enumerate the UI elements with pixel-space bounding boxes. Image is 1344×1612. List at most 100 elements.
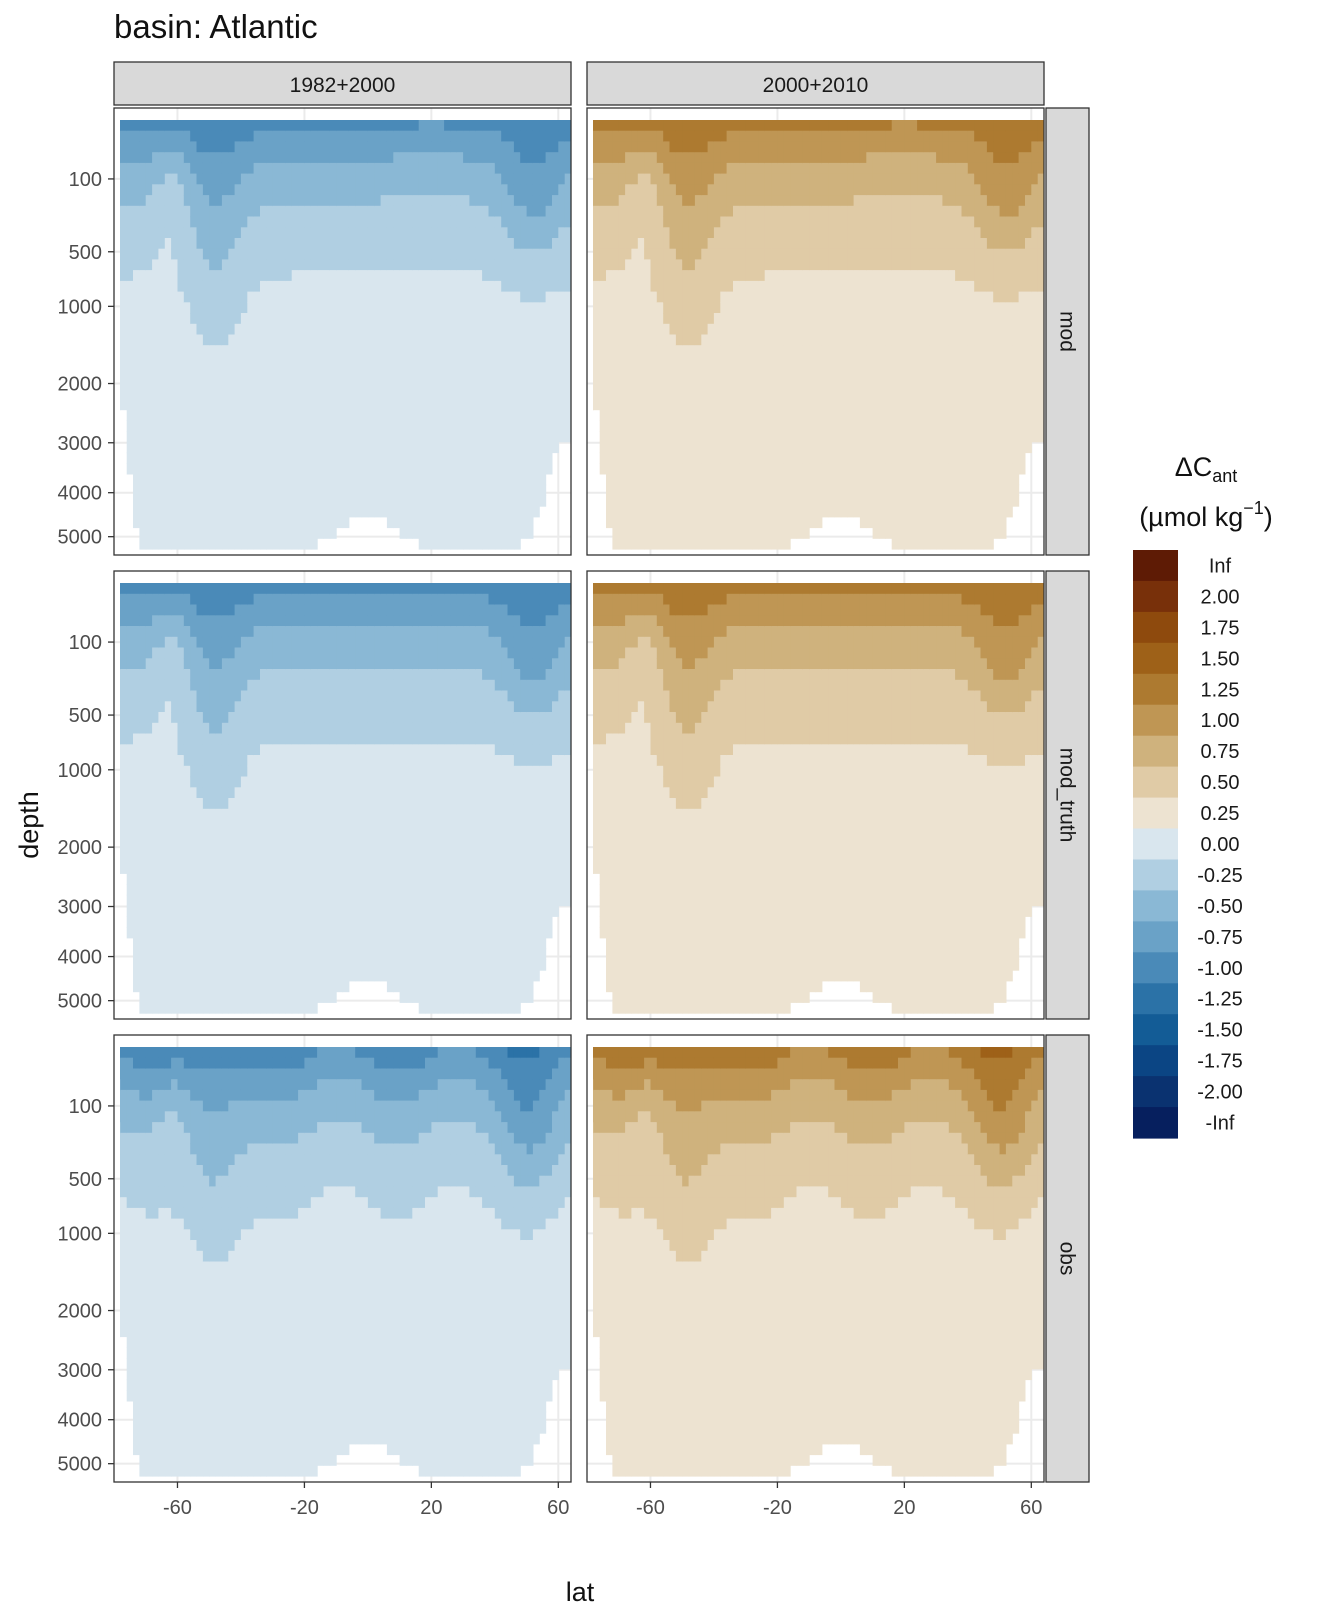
contour-cell — [752, 280, 759, 293]
contour-cell — [260, 313, 267, 325]
contour-cell — [910, 527, 918, 539]
contour-cell — [425, 216, 432, 228]
contour-cell — [221, 313, 229, 325]
contour-cell — [669, 484, 677, 496]
contour-cell — [329, 130, 337, 142]
contour-cell — [701, 291, 709, 303]
contour-cell — [783, 495, 791, 507]
contour-cell — [202, 409, 210, 421]
contour-cell — [253, 538, 261, 550]
contour-cell — [625, 216, 632, 228]
contour-cell — [177, 516, 185, 529]
contour-cell — [348, 377, 356, 389]
contour-cell — [380, 302, 388, 314]
contour-cell — [637, 227, 645, 239]
contour-cell — [158, 280, 166, 293]
contour-cell — [904, 506, 912, 518]
contour-cell — [323, 516, 331, 529]
contour-cell — [393, 248, 401, 260]
contour-cell — [196, 120, 204, 132]
contour-cell — [545, 366, 553, 378]
contour-cell — [139, 398, 147, 411]
contour-cell — [437, 238, 445, 250]
contour-cell — [482, 227, 489, 239]
contour-cell — [234, 195, 242, 207]
contour-cell — [663, 248, 671, 260]
contour-cell — [221, 152, 229, 164]
contour-cell — [764, 463, 772, 475]
contour-cell — [790, 195, 797, 207]
contour-cell — [513, 452, 521, 464]
contour-cell — [942, 313, 950, 325]
contour-cell — [418, 538, 426, 550]
contour-cell — [656, 248, 664, 260]
contour-cell — [501, 345, 509, 357]
contour-cell — [815, 162, 823, 175]
contour-cell — [171, 538, 178, 550]
contour-cell — [923, 141, 931, 153]
contour-cell — [682, 377, 690, 389]
contour-cell — [393, 270, 401, 282]
contour-cell — [380, 409, 388, 421]
contour-cell — [606, 495, 613, 507]
contour-cell — [298, 248, 305, 260]
contour-cell — [412, 377, 420, 389]
contour-cell — [802, 216, 810, 228]
contour-cell — [917, 184, 924, 196]
contour-cell — [386, 463, 394, 475]
contour-cell — [425, 130, 432, 142]
contour-cell — [234, 538, 242, 550]
contour-cell — [923, 238, 931, 250]
contour-cell — [374, 495, 382, 507]
contour-cell — [190, 334, 198, 346]
contour-cell — [834, 473, 842, 486]
contour-cell — [904, 216, 912, 228]
contour-cell — [431, 538, 439, 550]
contour-cell — [260, 420, 267, 432]
contour-cell — [650, 162, 658, 175]
contour-cell — [682, 431, 690, 443]
contour-cell — [764, 484, 772, 496]
contour-cell — [637, 409, 645, 421]
contour-cell — [713, 409, 721, 421]
contour-cell — [145, 323, 153, 336]
contour-cell — [494, 527, 502, 539]
contour-cell — [463, 291, 470, 303]
contour-cell — [291, 238, 299, 250]
contour-cell — [240, 334, 248, 346]
contour-cell — [215, 238, 223, 250]
contour-cell — [910, 248, 918, 260]
contour-cell — [552, 259, 559, 271]
contour-cell — [834, 366, 842, 378]
contour-cell — [526, 420, 534, 432]
contour-cell — [494, 473, 502, 486]
contour-cell — [386, 130, 394, 142]
contour-cell — [380, 173, 388, 185]
contour-cell — [859, 291, 867, 303]
contour-cell — [733, 162, 740, 175]
contour-cell — [513, 506, 521, 518]
contour-cell — [425, 431, 432, 443]
contour-cell — [777, 238, 785, 250]
contour-cell — [272, 473, 280, 486]
contour-cell — [752, 162, 759, 175]
contour-cell — [631, 216, 639, 228]
contour-cell — [898, 420, 905, 432]
contour-cell — [650, 409, 658, 421]
contour-cell — [879, 506, 886, 518]
contour-cell — [437, 280, 445, 293]
contour-cell — [513, 473, 521, 486]
contour-cell — [272, 130, 280, 142]
contour-cell — [936, 334, 943, 346]
contour-cell — [606, 431, 613, 443]
contour-cell — [564, 238, 571, 250]
contour-cell — [796, 130, 804, 142]
contour-cell — [532, 184, 540, 196]
contour-cell — [456, 356, 464, 368]
contour-cell — [790, 334, 797, 346]
contour-cell — [840, 420, 848, 432]
contour-cell — [456, 173, 464, 185]
contour-cell — [612, 516, 620, 529]
contour-cell — [355, 484, 363, 496]
contour-cell — [501, 516, 509, 529]
